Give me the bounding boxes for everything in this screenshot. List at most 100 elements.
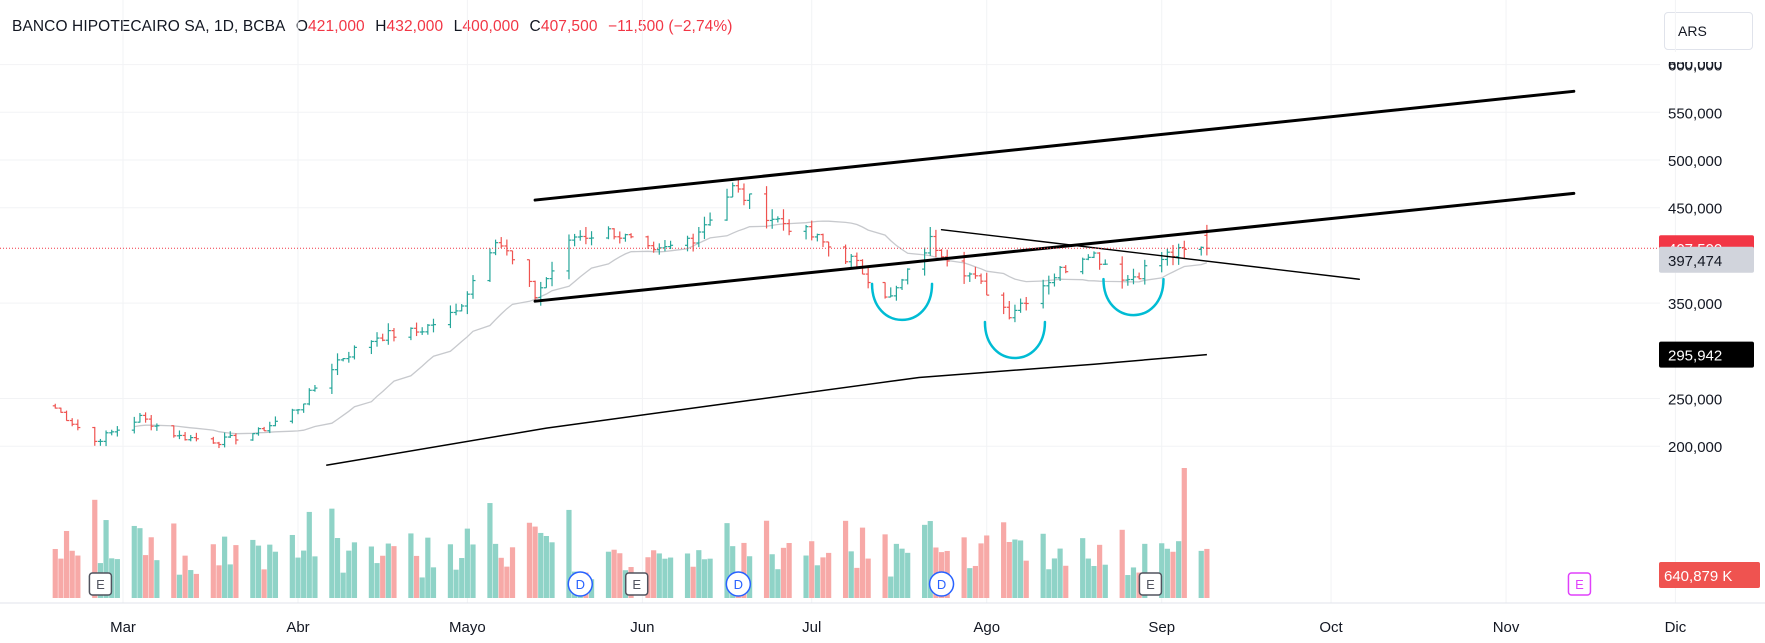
volume-bar (1040, 533, 1046, 598)
volume-bar (707, 558, 713, 598)
trendlines[interactable] (533, 89, 1576, 303)
price-tick-label: 450,000 (1668, 201, 1722, 218)
volume-bar (1006, 541, 1012, 598)
channel-upper (533, 89, 1576, 202)
volume-bar (216, 565, 222, 598)
price-axis[interactable]: 600,000550,000500,000450,000350,000250,0… (1659, 52, 1762, 588)
volume-bar (1159, 543, 1165, 598)
volume-bar (905, 552, 911, 598)
volume-bar (566, 509, 572, 598)
volume-bar (171, 523, 177, 598)
volume-bar (137, 528, 143, 598)
low-label: L (453, 18, 463, 35)
price-tag-text-ma_fast: 397,474 (1668, 253, 1722, 270)
volume-bar (786, 542, 792, 598)
volume-bar (848, 551, 854, 598)
volume-bar (820, 557, 826, 598)
volume-bar (701, 559, 708, 598)
head-arc (983, 320, 1047, 360)
price-tag-text-ma_slow: 295,942 (1668, 348, 1722, 365)
currency-button[interactable]: ARS (1664, 12, 1753, 50)
volume-bar (667, 557, 674, 598)
volume-bar (684, 553, 691, 598)
volume-bar (1080, 538, 1086, 598)
volume-bar (809, 541, 815, 598)
dividend-event-label: D (734, 577, 743, 592)
time-tick-label: Dic (1665, 619, 1687, 636)
earnings-event-icon (88, 572, 113, 596)
volume-bar (176, 574, 183, 598)
volume-bar (899, 548, 905, 598)
time-tick-label: Nov (1493, 619, 1520, 636)
volume-bar (532, 526, 538, 598)
volume-bar (58, 558, 64, 598)
volume-bar (741, 542, 747, 598)
volume-bar (103, 520, 109, 598)
earnings-event-label: E (1575, 577, 1584, 592)
volume-bar (210, 544, 216, 598)
volume-bar (803, 555, 809, 598)
volume-bar (374, 563, 380, 598)
volume-bar (696, 550, 702, 598)
volume-bar (526, 522, 533, 598)
volume-bar (492, 543, 499, 598)
volume-bar (306, 511, 312, 598)
dividend-event-label: D (576, 577, 585, 592)
volume-bar (289, 534, 295, 598)
open-value: 421,000 (308, 18, 365, 35)
channel-lower (533, 191, 1576, 303)
volume-bar (340, 572, 346, 598)
volume-bar (656, 553, 662, 598)
volume-bar (888, 576, 894, 598)
price-tick-label: 250,000 (1668, 392, 1722, 409)
fast-ma-line (134, 220, 1208, 435)
volume-bar (1119, 529, 1125, 598)
volume-bar (380, 555, 386, 598)
volume-bar (882, 534, 888, 598)
volume-bar (459, 558, 465, 598)
volume-bar (250, 539, 256, 598)
volume-tag (1659, 562, 1760, 588)
volume-bar (487, 503, 493, 598)
time-tick-label: Sep (1148, 619, 1175, 636)
volume-bar (651, 550, 657, 598)
volume-bar (1085, 558, 1091, 598)
volume-bar (690, 566, 696, 598)
future-earnings-icon (1567, 572, 1592, 596)
volume-bar (967, 568, 973, 598)
volume-bar (222, 536, 228, 598)
volume-bar (272, 551, 279, 598)
volume-bar (114, 559, 120, 598)
annotations[interactable] (870, 277, 1165, 360)
volume-bar (233, 545, 239, 598)
volume-bar (1198, 550, 1204, 598)
high-value: 432,000 (386, 18, 444, 35)
volume-bar (1142, 543, 1148, 598)
volume-bar (1091, 566, 1097, 598)
earnings-event-label: E (1146, 577, 1155, 592)
volume-bar (549, 542, 555, 598)
volume-bar (859, 527, 866, 598)
volume-bar (826, 552, 832, 598)
volume-bar (724, 523, 730, 598)
price-tick-label: 550,000 (1668, 105, 1722, 122)
volume-bar (1001, 522, 1007, 598)
volume-bar (453, 569, 459, 598)
time-tick-label: Oct (1319, 619, 1343, 636)
volume-bar (69, 550, 75, 598)
volume-bar (425, 537, 431, 598)
volume-bar (769, 554, 775, 598)
low-value: 400,000 (462, 18, 520, 35)
volume-bar (385, 543, 391, 598)
volume-bar (255, 545, 262, 598)
volume-bar (52, 548, 58, 598)
time-tick-label: Abr (286, 619, 309, 636)
volume-bar (605, 551, 612, 598)
volume-bar (63, 530, 70, 598)
volume-bar (1170, 551, 1176, 598)
left-shoulder-arc (870, 282, 934, 321)
volume-bar (1164, 548, 1170, 598)
time-axis[interactable]: Mar Abr Mayo Jun Jul Ago Sep Oct Nov Dic (0, 602, 1765, 636)
